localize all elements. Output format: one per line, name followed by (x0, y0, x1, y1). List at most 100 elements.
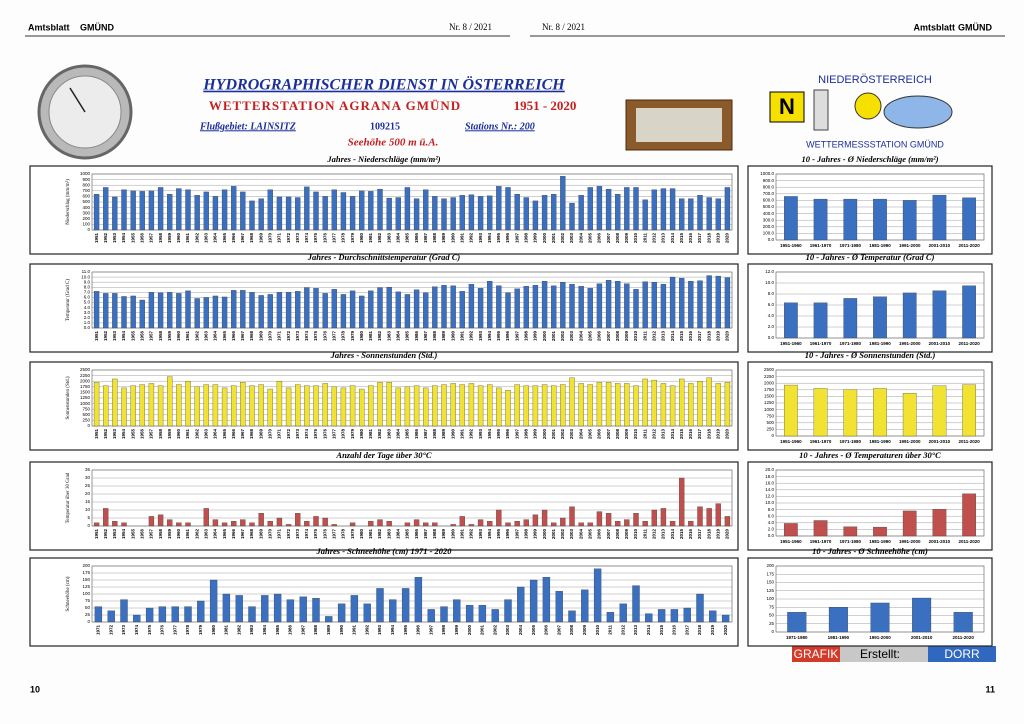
x-tick-label: 1985 (405, 331, 410, 342)
x-tick-label: 1993 (478, 429, 483, 440)
x-tick-label: 1989 (441, 331, 446, 342)
x-tick-label: 1972 (286, 331, 291, 342)
barograph-glass (636, 108, 722, 142)
x-tick-label: 1966 (231, 331, 236, 342)
x-tick-label: 1971 (277, 331, 282, 342)
bar (633, 187, 639, 231)
credit: Erstellt: (860, 647, 900, 661)
y-tick-label: 0 (771, 629, 774, 634)
bar (657, 609, 666, 623)
x-tick-label: 1961-1970 (810, 243, 832, 248)
x-tick-label: 1987 (423, 529, 428, 540)
x-tick-label: 1984 (395, 429, 400, 440)
x-tick-label: 2006 (544, 625, 549, 636)
x-tick-label: 1963 (203, 331, 208, 342)
bar (784, 384, 798, 437)
bar (679, 277, 685, 329)
y-tick-label: 300.0 (763, 217, 775, 222)
bar (642, 378, 648, 427)
bar (121, 296, 127, 329)
x-tick-label: 2011-2020 (953, 635, 975, 640)
x-tick-label: 1997 (428, 625, 433, 636)
x-tick-label: 2011 (642, 331, 647, 341)
x-tick-label: 1978 (341, 331, 346, 342)
x-tick-label: 2010 (633, 429, 638, 440)
credit: DORR (944, 647, 980, 661)
y-tick-label: 3.0 (84, 310, 91, 315)
x-tick-label: 1958 (158, 331, 163, 342)
x-tick-label: 1977 (331, 429, 336, 440)
y-tick-label: 0.0 (768, 335, 775, 340)
bar (813, 520, 828, 537)
x-tick-label: 2005 (587, 529, 592, 540)
bar (194, 195, 200, 231)
y-tick-label: 10.0 (81, 274, 90, 279)
x-tick-label: 2007 (556, 625, 561, 636)
bar (523, 385, 529, 427)
x-tick-label: 1979 (350, 429, 355, 440)
bar (724, 382, 731, 427)
x-tick-label: 1968 (249, 233, 254, 244)
bar (121, 189, 127, 231)
x-tick-label: 1990 (450, 529, 455, 540)
bar (363, 603, 371, 623)
x-tick-label: 1980 (211, 625, 216, 636)
x-tick-label: 1971 (277, 429, 282, 440)
x-tick-label: 1992 (469, 331, 474, 342)
bar (349, 290, 356, 329)
y-tick-label: 6.0 (768, 513, 775, 518)
y-tick-label: 400.0 (763, 211, 775, 216)
y-tick-label: 500 (82, 199, 90, 204)
x-tick-label: 2019 (715, 529, 720, 540)
x-tick-label: 2016 (688, 429, 693, 440)
x-tick-label: 1971 (277, 233, 282, 244)
bar (724, 187, 731, 231)
x-tick-label: 2011-2020 (959, 539, 981, 544)
bar (669, 188, 676, 231)
bar (312, 598, 320, 623)
bar (532, 385, 539, 427)
y-tick-label: 1000 (764, 407, 775, 412)
x-tick-label: 1960 (176, 429, 181, 440)
y-tick-label: 6.0 (768, 302, 775, 307)
logo-thermometer (813, 89, 829, 131)
x-tick-label: 2004 (578, 331, 583, 342)
x-tick-label: 2020 (725, 331, 730, 342)
x-tick-label: 1965 (222, 331, 227, 342)
bar (248, 606, 256, 623)
bar (596, 186, 603, 231)
bar (157, 292, 164, 329)
x-tick-label: 2017 (697, 233, 702, 244)
x-tick-label: 1996 (505, 529, 510, 540)
bar (596, 283, 603, 329)
bar (660, 508, 667, 527)
y-axis-label: Temperatur über 30 Grad (66, 472, 71, 523)
x-tick-label: 1963 (203, 233, 208, 244)
bar (313, 288, 319, 329)
chart-title: 10 - Jahres - Ø Temperatur (Grad C) (806, 252, 935, 262)
x-tick-label: 1983 (386, 233, 391, 244)
bar (578, 383, 584, 427)
bar (304, 385, 310, 427)
x-tick-label: 2001 (551, 429, 556, 440)
bar (176, 522, 182, 527)
bar (523, 519, 529, 527)
y-tick-label: 25 (85, 612, 91, 617)
y-tick-label: 1250 (80, 395, 91, 400)
bar (120, 599, 128, 623)
bar (267, 189, 273, 231)
logo-region: NIEDERÖSTERREICH (818, 74, 932, 86)
period: 1951 - 2020 (514, 98, 577, 113)
x-tick-label: 1991-2000 (899, 341, 921, 346)
bar (873, 296, 887, 339)
x-tick-label: 2001-2010 (929, 341, 951, 346)
bar (697, 506, 703, 527)
x-tick-label: 1995 (496, 529, 501, 540)
bar (660, 284, 667, 329)
x-tick-label: 1992 (364, 625, 369, 636)
x-tick-label: 1964 (213, 331, 218, 342)
y-tick-label: 600 (82, 194, 90, 199)
x-tick-label: 2013 (633, 625, 638, 636)
bar (491, 609, 499, 623)
x-tick-label: 1998 (523, 331, 528, 342)
